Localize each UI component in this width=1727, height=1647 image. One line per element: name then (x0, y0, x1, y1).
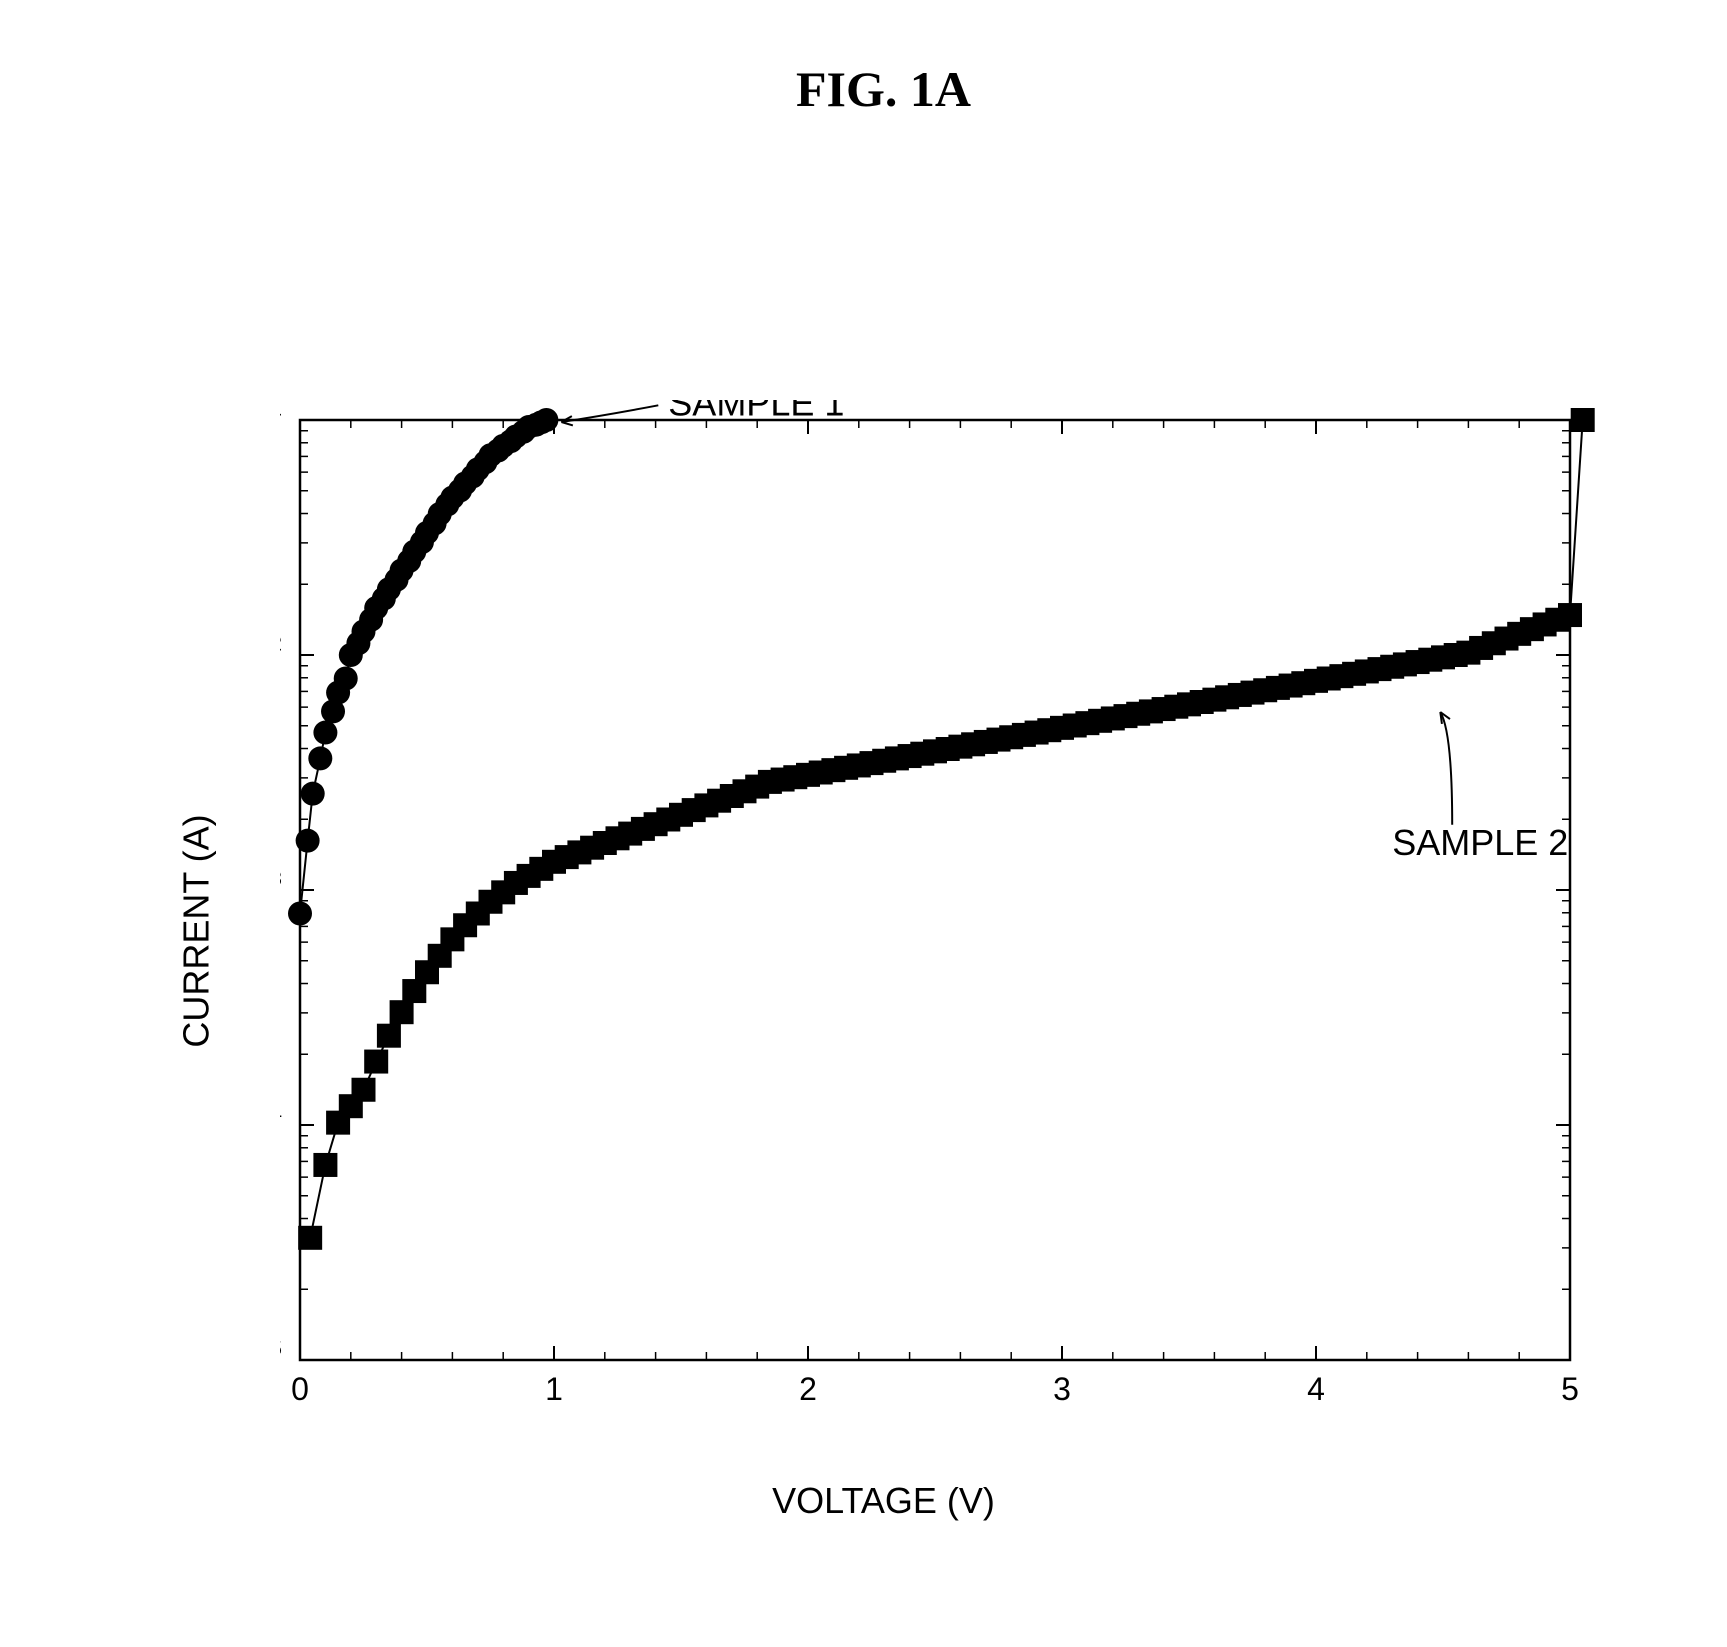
svg-text:4: 4 (1307, 1371, 1325, 1407)
svg-text:10-2: 10-2 (280, 633, 282, 672)
x-axis-label: VOLTAGE (V) (772, 1480, 995, 1522)
svg-text:0: 0 (291, 1371, 309, 1407)
svg-text:1: 1 (545, 1371, 563, 1407)
svg-text:10-5: 10-5 (280, 1338, 282, 1377)
svg-text:10-3: 10-3 (280, 868, 282, 907)
svg-text:3: 3 (1053, 1371, 1071, 1407)
svg-text:10-1: 10-1 (280, 400, 282, 437)
plot-svg: 0 1 2 3 4 5 10-5 10-4 10-3 10-2 10-1 SAMPLE 1 SAMPLE… (280, 400, 1610, 1420)
plot-area: 0 1 2 3 4 5 10-5 10-4 10-3 10-2 10-1 SAMPLE 1 SAMPLE… (280, 400, 1610, 1420)
figure-container: FIG. 1A CURRENT (A) VOLTAGE (V) 0 1 2 3 4 5 10… (20, 20, 1727, 1627)
svg-text:SAMPLE 2: SAMPLE 2 (1392, 822, 1568, 863)
svg-text:2: 2 (799, 1371, 817, 1407)
svg-text:SAMPLE 1: SAMPLE 1 (668, 400, 844, 423)
figure-title: FIG. 1A (796, 60, 971, 118)
y-axis-label: CURRENT (A) (176, 814, 218, 1047)
svg-text:5: 5 (1561, 1371, 1579, 1407)
svg-text:10-4: 10-4 (280, 1103, 282, 1142)
